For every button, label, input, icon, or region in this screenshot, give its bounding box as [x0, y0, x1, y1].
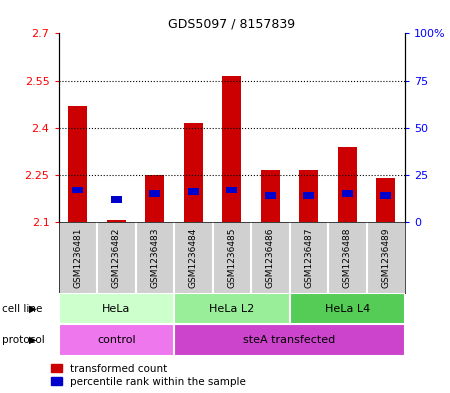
- Text: GSM1236482: GSM1236482: [112, 227, 121, 288]
- Bar: [111, 196, 122, 203]
- Text: HeLa L2: HeLa L2: [209, 303, 254, 314]
- Text: protocol: protocol: [2, 335, 45, 345]
- Text: control: control: [97, 335, 135, 345]
- Bar: [226, 187, 237, 193]
- Bar: [174, 324, 405, 356]
- Text: ▶: ▶: [29, 303, 37, 314]
- Bar: [149, 190, 160, 197]
- Bar: [261, 170, 280, 222]
- Bar: [58, 293, 174, 324]
- Bar: [289, 293, 405, 324]
- Text: GSM1236487: GSM1236487: [304, 227, 313, 288]
- Title: GDS5097 / 8157839: GDS5097 / 8157839: [168, 18, 295, 31]
- Bar: [342, 190, 353, 197]
- Bar: [107, 220, 126, 222]
- Bar: [188, 188, 198, 195]
- Bar: [338, 147, 357, 222]
- Bar: [72, 187, 83, 193]
- Text: GSM1236485: GSM1236485: [227, 227, 236, 288]
- Bar: [145, 175, 164, 222]
- Bar: [303, 192, 314, 199]
- Bar: [265, 192, 276, 199]
- Text: cell line: cell line: [2, 303, 43, 314]
- Text: GSM1236486: GSM1236486: [266, 227, 275, 288]
- Text: ▶: ▶: [29, 335, 37, 345]
- Text: GSM1236484: GSM1236484: [189, 227, 198, 288]
- Bar: [222, 76, 241, 222]
- Text: GSM1236481: GSM1236481: [73, 227, 82, 288]
- Text: steA transfected: steA transfected: [243, 335, 336, 345]
- Bar: [376, 178, 396, 222]
- Bar: [299, 170, 319, 222]
- Text: HeLa L4: HeLa L4: [324, 303, 370, 314]
- Bar: [68, 106, 87, 222]
- Text: HeLa: HeLa: [102, 303, 130, 314]
- Bar: [174, 293, 289, 324]
- Bar: [380, 192, 391, 199]
- Bar: [184, 123, 203, 222]
- Text: GSM1236489: GSM1236489: [381, 227, 390, 288]
- Bar: [58, 324, 174, 356]
- Text: GSM1236488: GSM1236488: [343, 227, 352, 288]
- Legend: transformed count, percentile rank within the sample: transformed count, percentile rank withi…: [50, 363, 247, 388]
- Text: GSM1236483: GSM1236483: [150, 227, 159, 288]
